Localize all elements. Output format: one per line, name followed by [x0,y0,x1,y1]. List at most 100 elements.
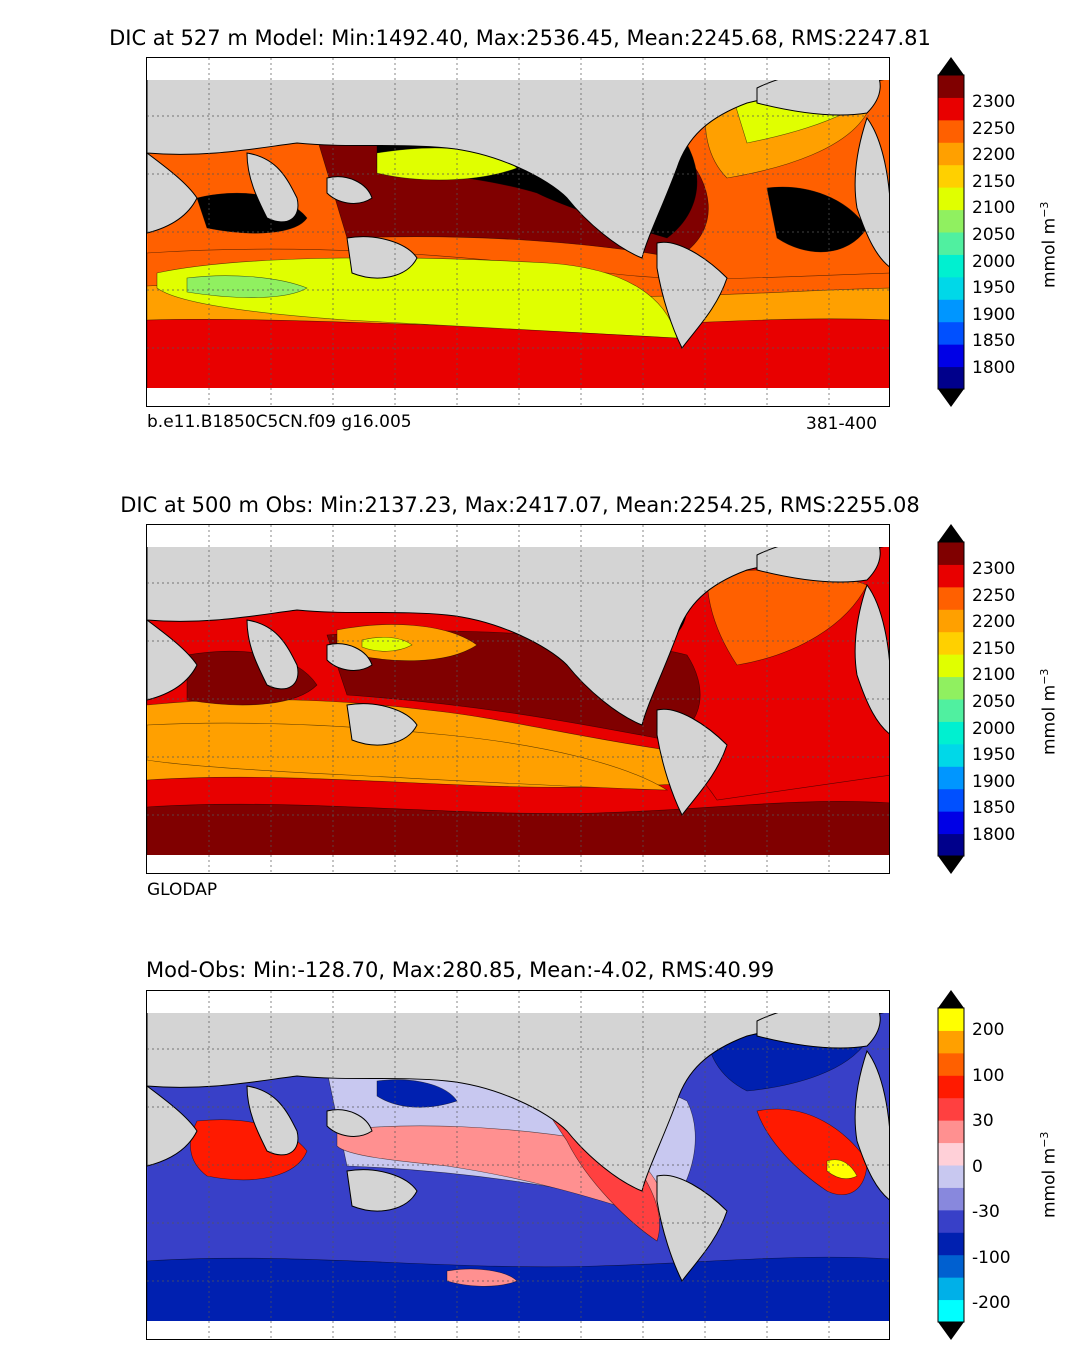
colorbar-swatch [938,321,964,345]
colorbar-swatch [938,344,964,368]
colorbar-swatch [938,788,964,812]
colorbar-tick-label: 2300 [972,559,1016,579]
colorbar-tick-label: -200 [972,1293,1011,1313]
colorbar-tick-label: 1950 [972,278,1016,299]
gridlines [147,58,889,406]
unit-text: mmol m [1039,1147,1060,1218]
colorbar-swatch [938,766,964,790]
colorbar-swatch [938,542,964,565]
colorbar-swatch [938,1209,964,1233]
colorbar-swatch [938,586,964,610]
colorbar-swatch [938,232,964,255]
colorbar-tick-label: 1900 [972,771,1016,792]
colorbar-swatch [938,119,964,143]
southern-pink [446,1268,518,1287]
arctic-ice [147,991,889,1013]
colorbar-min-extend [938,856,964,874]
colorbar-tick-label: 200 [972,1020,1005,1040]
colorbar-tick-label: 2100 [972,198,1016,219]
colorbar-tick-label: 2200 [972,612,1016,633]
panel2-left-label: GLODAP [147,880,218,900]
unit-exp: −3 [1038,668,1051,685]
arctic-ice [147,58,889,80]
panel2-unit-label: mmol m−3 [1038,669,1060,755]
colorbar-tick-label: 2150 [972,638,1016,659]
arctic-ice [147,525,889,547]
colorbar-swatch [938,75,964,98]
colorbar-tick-label: 2250 [972,585,1016,606]
gridlines [147,525,889,873]
kuroshio-yellow [361,636,413,652]
panel2-colorbar-svg [937,524,965,874]
panel1-right-label: 381-400 [806,414,878,434]
panel3-map-svg [147,991,889,1339]
colorbar-tick-label: 1800 [972,825,1016,845]
colorbar-swatch [938,699,964,722]
colorbar-tick-label: 100 [972,1065,1005,1086]
unit-exp: −3 [1038,201,1051,218]
colorbar-swatch [938,97,964,121]
colorbar-frame [937,74,965,390]
panel1-title: DIC at 527 m Model: Min:1492.40, Max:253… [109,26,931,50]
southern-blue [147,1256,889,1339]
colorbar-tick-label: 1850 [972,331,1016,352]
colorbar-swatch [938,1277,964,1301]
colorbar-swatch [938,1187,964,1211]
land-masses [147,525,889,816]
colorbar-swatch [938,1075,964,1099]
panel3-map [146,990,890,1340]
colorbar-tick-label: 2150 [972,171,1016,192]
panel1-unit-label: mmol m−3 [1038,202,1060,288]
colorbar-swatch [938,833,964,857]
colorbar-tick-label: 2250 [972,118,1016,139]
unit-exp: −3 [1038,1131,1051,1148]
panel3-colorbar [937,990,965,1340]
colorbar-tick-label: 2050 [972,692,1016,712]
colorbar-swatch [938,187,964,211]
panel2-colorbar [937,524,965,874]
colorbar-max-extend [938,524,964,542]
colorbar-tick-label: 1800 [972,358,1016,378]
colorbar-frame [937,1007,965,1323]
colorbar-swatch [938,631,964,655]
unit-text: mmol m [1039,217,1060,288]
colorbar-swatch [938,1254,964,1278]
colorbar-tick-label: 1950 [972,745,1016,766]
colorbar-tick-label: 2000 [972,718,1016,739]
colorbar-tick-label: 2050 [972,225,1016,245]
colorbar-swatch [938,366,964,390]
colorbar-max-extend [938,57,964,75]
indian-green [186,275,308,298]
antarctic-ice [147,388,889,406]
unit-text: mmol m [1039,684,1060,755]
colorbar-swatch [938,209,964,233]
panel3-colorbar-svg [937,990,965,1340]
antarctic-ice [147,1321,889,1339]
colorbar-swatch [938,254,964,278]
colorbar-swatch [938,564,964,588]
colorbar-swatch [938,721,964,745]
antarctic-ice [147,855,889,873]
colorbar-swatch [938,1142,964,1166]
colorbar-swatch [938,1008,964,1031]
panel3-title: Mod-Obs: Min:-128.70, Max:280.85, Mean:-… [146,958,775,982]
south-subtropical-orange [147,722,669,791]
colorbar-swatch [938,1165,964,1188]
colorbar-swatch [938,654,964,678]
atlantic-yellow [826,1159,858,1180]
colorbar-swatch [938,142,964,166]
colorbar-swatch [938,1232,964,1256]
panel2-map [146,524,890,874]
colorbar-tick-label: 1850 [972,798,1016,819]
colorbar-swatch [938,1299,964,1323]
colorbar-swatch [938,1052,964,1076]
colorbar-swatch [938,743,964,767]
colorbar-frame [937,541,965,857]
panel2-title: DIC at 500 m Obs: Min:2137.23, Max:2417.… [120,493,920,517]
colorbar-tick-label: 1900 [972,304,1016,325]
panel1-colorbar-svg [937,57,965,407]
colorbar-tick-label: 0 [972,1156,983,1177]
colorbar-swatch [938,164,964,188]
colorbar-swatch [938,609,964,633]
land-masses [147,991,889,1282]
